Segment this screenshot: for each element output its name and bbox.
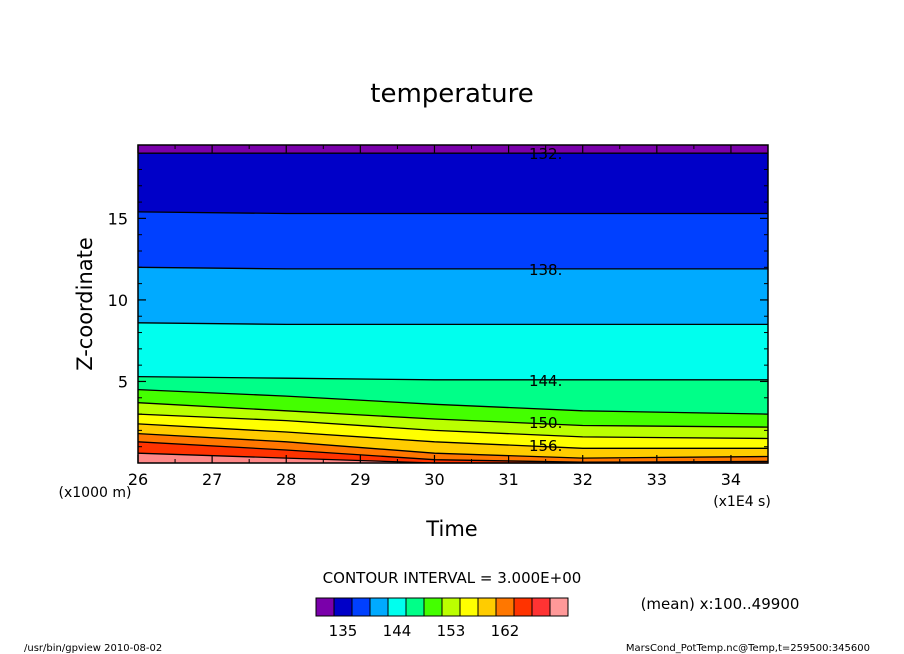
contour-line: [137, 266, 768, 270]
x-tick-label: 33: [647, 470, 667, 489]
x-tick-label: 30: [424, 470, 444, 489]
contour-band: [138, 453, 768, 463]
x-tick-label: 29: [350, 470, 370, 489]
colorbar-tick-label: 162: [491, 622, 520, 640]
contour-label: 156.: [529, 437, 562, 455]
contour-bands: [138, 145, 768, 463]
contour-lines: [137, 152, 769, 464]
colorbar: 135 144 153 162: [315, 597, 569, 640]
contour-label: 138.: [529, 261, 562, 279]
y-tick-label: 5: [118, 372, 128, 391]
contour-line: [137, 211, 768, 215]
y-tick-label: 10: [108, 291, 128, 310]
x-unit-note: (x1E4 s): [713, 494, 771, 510]
colorbar-tick-label: 144: [383, 622, 412, 640]
colorbar-swatch: [459, 597, 479, 617]
contour-line: [137, 432, 769, 459]
x-tick-label: 32: [573, 470, 593, 489]
colorbar-swatch: [423, 597, 443, 617]
contour-interval-text: CONTOUR INTERVAL = 3.000E+00: [323, 569, 582, 587]
x-tick-label: 28: [276, 470, 296, 489]
contour-line: [137, 423, 768, 449]
chart-title: temperature: [370, 79, 533, 109]
colorbar-swatch: [387, 597, 407, 617]
x-tick-label: 26: [128, 470, 148, 489]
x-tick-label: 27: [202, 470, 222, 489]
colorbar-swatch: [369, 597, 389, 617]
contour-line: [137, 402, 769, 428]
colorbar-swatch: [531, 597, 551, 617]
colorbar-swatch: [477, 597, 497, 617]
x-axis-label: Time: [425, 517, 477, 541]
footer-right: MarsCond_PotTemp.nc@Temp,t=259500:345600: [626, 643, 870, 654]
axis-ticks: 26 27 28 29 30 31 32 33 34 5 10 15: [108, 145, 768, 489]
colorbar-swatch: [405, 597, 425, 617]
colorbar-swatch: [315, 597, 335, 617]
colorbar-tick-label: 135: [329, 622, 358, 640]
contour-band: [138, 441, 768, 463]
colorbar-swatch: [513, 597, 533, 617]
x-tick-label: 34: [721, 470, 741, 489]
mean-note: (mean) x:100..49900: [641, 595, 800, 613]
y-axis-label: Z-coordinate: [73, 237, 97, 371]
contour-line: [137, 375, 768, 381]
contour-labels: 132. 138. 144. 150. 156.: [529, 145, 562, 455]
contour-label: 150.: [529, 414, 562, 432]
contour-line: [137, 388, 769, 415]
colorbar-tick-label: 153: [437, 622, 466, 640]
contour-line: [137, 413, 769, 440]
plot-frame: [137, 144, 769, 464]
footer-left: /usr/bin/gpview 2010-08-02: [24, 643, 162, 654]
contour-label: 132.: [529, 145, 562, 163]
contour-label: 144.: [529, 372, 562, 390]
y-unit-note: (x1000 m): [59, 485, 132, 501]
colorbar-swatch: [549, 597, 569, 617]
contour-line: [137, 322, 768, 326]
colorbar-swatch: [441, 597, 461, 617]
colorbar-swatch: [351, 597, 371, 617]
x-tick-label: 31: [498, 470, 518, 489]
colorbar-swatch: [333, 597, 353, 617]
y-tick-label: 15: [108, 209, 128, 228]
colorbar-swatch: [495, 597, 515, 617]
